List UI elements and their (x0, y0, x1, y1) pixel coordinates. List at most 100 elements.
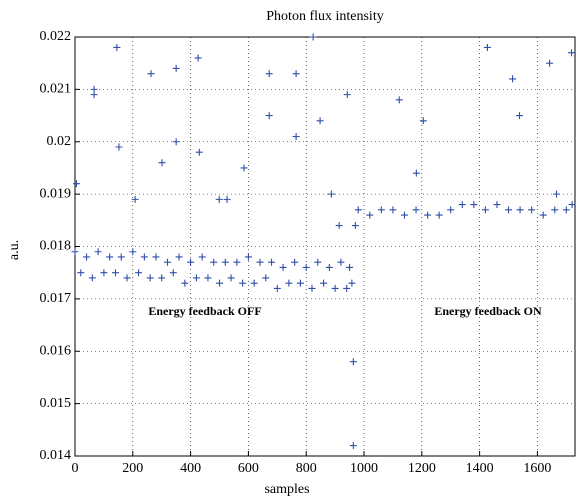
marker (239, 279, 247, 287)
marker (412, 169, 420, 177)
marker (158, 274, 166, 282)
marker (395, 96, 403, 104)
marker (320, 279, 328, 287)
marker (377, 206, 385, 214)
marker (568, 201, 576, 209)
marker (262, 274, 270, 282)
marker (221, 258, 229, 266)
marker (493, 201, 501, 209)
marker (181, 279, 189, 287)
marker (117, 253, 125, 261)
marker (123, 274, 131, 282)
marker (106, 253, 114, 261)
y-tick-label: 0.016 (40, 343, 72, 358)
marker (335, 222, 343, 230)
marker (115, 143, 123, 151)
marker (331, 284, 339, 292)
marker (302, 263, 310, 271)
marker (215, 195, 223, 203)
marker (72, 180, 80, 188)
y-tick-label: 0.015 (40, 396, 72, 411)
marker (223, 195, 231, 203)
marker (389, 206, 397, 214)
y-tick-label: 0.017 (40, 291, 72, 306)
marker (435, 211, 443, 219)
marker (152, 253, 160, 261)
marker (265, 70, 273, 78)
marker (314, 258, 322, 266)
x-tick-label: 800 (296, 461, 317, 476)
x-tick-label: 200 (122, 461, 143, 476)
marker (279, 263, 287, 271)
y-tick-label: 0.018 (40, 239, 72, 254)
x-tick-label: 600 (238, 461, 259, 476)
marker (192, 274, 200, 282)
marker (316, 117, 324, 125)
x-tick-label: 1200 (408, 461, 436, 476)
marker (210, 258, 218, 266)
marker (94, 248, 102, 256)
marker (250, 279, 258, 287)
marker (343, 91, 351, 99)
marker (285, 279, 293, 287)
marker (516, 206, 524, 214)
x-tick-label: 1400 (466, 461, 494, 476)
marker (90, 91, 98, 99)
chart-title: Photon flux intensity (266, 9, 383, 24)
marker (175, 253, 183, 261)
y-tick-label: 0.014 (40, 448, 72, 463)
marker (400, 211, 408, 219)
marker (140, 253, 148, 261)
marker (88, 274, 96, 282)
marker (273, 284, 281, 292)
marker (158, 159, 166, 167)
y-tick-label: 0.021 (40, 82, 72, 97)
marker (325, 263, 333, 271)
marker (216, 279, 224, 287)
marker (113, 43, 121, 51)
marker (568, 49, 576, 57)
x-tick-label: 400 (180, 461, 201, 476)
marker (147, 70, 155, 78)
marker (516, 112, 524, 120)
x-axis-label: samples (264, 482, 309, 497)
marker (296, 279, 304, 287)
marker (539, 211, 547, 219)
marker (470, 201, 478, 209)
marker (83, 253, 91, 261)
marker (131, 195, 139, 203)
marker (447, 206, 455, 214)
marker (163, 258, 171, 266)
marker (172, 64, 180, 72)
marker (233, 258, 241, 266)
marker (505, 206, 513, 214)
marker (71, 248, 79, 256)
marker (553, 190, 561, 198)
marker (204, 274, 212, 282)
marker (268, 258, 276, 266)
marker (481, 206, 489, 214)
marker (146, 274, 154, 282)
marker (562, 206, 570, 214)
marker (77, 269, 85, 277)
marker (244, 253, 252, 261)
x-tick-label: 1000 (350, 461, 378, 476)
marker (198, 253, 206, 261)
marker (424, 211, 432, 219)
marker (509, 75, 517, 83)
marker (337, 258, 345, 266)
marker (366, 211, 374, 219)
marker (327, 190, 335, 198)
marker (351, 222, 359, 230)
marker (546, 59, 554, 67)
marker (169, 269, 177, 277)
marker (111, 269, 119, 277)
marker (346, 263, 354, 271)
marker (412, 206, 420, 214)
marker (129, 248, 137, 256)
x-tick-label: 1600 (523, 461, 551, 476)
marker (256, 258, 264, 266)
marker (354, 206, 362, 214)
marker (528, 206, 536, 214)
